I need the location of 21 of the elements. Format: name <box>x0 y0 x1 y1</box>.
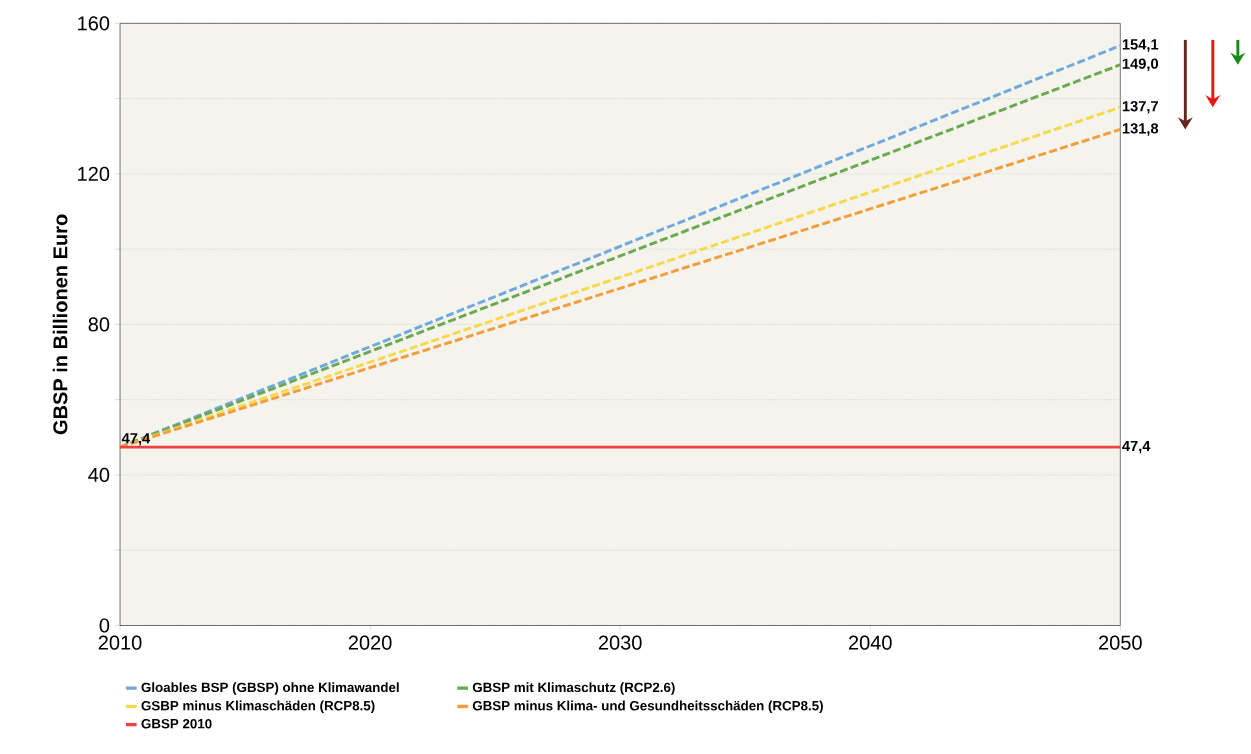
y-tick-label: 40 <box>88 468 110 483</box>
data-label: 47,4 <box>1122 441 1151 454</box>
y-tick-label: 0 <box>99 618 110 633</box>
legend-label: GBSP mit Klimaschutz (RCP2.6) <box>472 682 675 695</box>
x-tick-label: 2050 <box>1099 635 1142 650</box>
data-label: 149,0 <box>1122 58 1159 72</box>
legend-label: GBSP minus Klima- und Gesundheitsschäden (RCP8.5) <box>472 700 823 714</box>
legend-label: Gloables BSP (GBSP) ohne Klimawandel <box>141 682 399 695</box>
y-tick-label: 160 <box>78 16 110 31</box>
x-tick-label: 2030 <box>598 635 642 650</box>
y-axis-title: GBSP in Billionen Euro <box>52 214 68 435</box>
x-tick-label: 2040 <box>848 635 892 650</box>
y-tick-label: 120 <box>78 167 110 182</box>
legend-label: GSBP minus Klimaschäden (RCP8.5) <box>141 700 375 714</box>
x-tick-label: 2010 <box>98 635 142 650</box>
data-label: 137,7 <box>1122 101 1158 114</box>
x-tick-label: 2020 <box>348 635 392 650</box>
y-tick-label: 80 <box>88 317 110 332</box>
data-label: 131,8 <box>1122 123 1159 136</box>
data-label: 154,1 <box>1122 39 1159 52</box>
legend-label: GBSP 2010 <box>141 719 212 729</box>
